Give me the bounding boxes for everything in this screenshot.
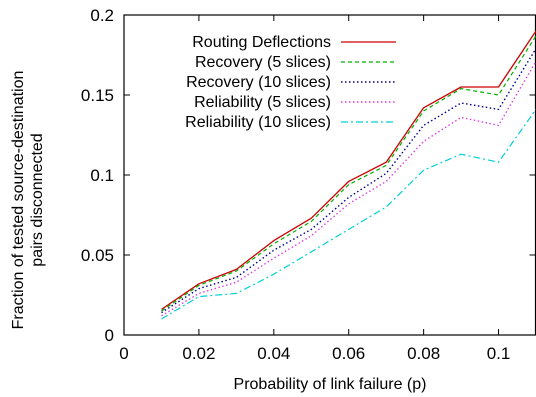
tick-labels: 0 0.02 0.04 0.06 0.08 0.1 0 0.05 0.1 0.15 0.2 [81, 6, 510, 363]
y-tick-label: 0.15 [81, 86, 114, 105]
legend-label-2: Recovery (5 slices) [195, 54, 331, 71]
series-line-5 [161, 109, 536, 320]
x-tick-label: 0.02 [182, 344, 215, 363]
series-line-2 [161, 35, 536, 312]
x-tick-label: 0.08 [407, 344, 440, 363]
x-tick-label: 0.04 [257, 344, 290, 363]
y-tick-label: 0.1 [90, 166, 114, 185]
axis-ticks [124, 15, 536, 335]
y-tick-label: 0.05 [81, 246, 114, 265]
legend-label-1: Routing Deflections [192, 34, 331, 51]
x-tick-label: 0.1 [487, 344, 511, 363]
x-tick-label: 0 [119, 344, 128, 363]
y-axis-label-line-2: pairs disconnected [29, 133, 46, 266]
y-tick-label: 0.2 [90, 6, 114, 25]
series-line-1 [161, 30, 536, 310]
series-line-4 [161, 61, 536, 317]
x-axis-label: Probability of link failure (p) [234, 376, 427, 393]
series-lines [161, 30, 536, 320]
legend-label-5: Reliability (10 slices) [185, 114, 331, 131]
x-tick-label: 0.06 [332, 344, 365, 363]
y-axis-label-line-1: Fraction of tested source-destination [10, 71, 27, 330]
legend-label-3: Recovery (10 slices) [186, 74, 331, 91]
y-tick-label: 0 [105, 326, 114, 345]
y-axis-label-group: Fraction of tested source-destination pa… [10, 71, 46, 330]
legend: Routing Deflections Recovery (5 slices) Re… [185, 34, 396, 131]
legend-label-4: Reliability (5 slices) [194, 94, 331, 111]
